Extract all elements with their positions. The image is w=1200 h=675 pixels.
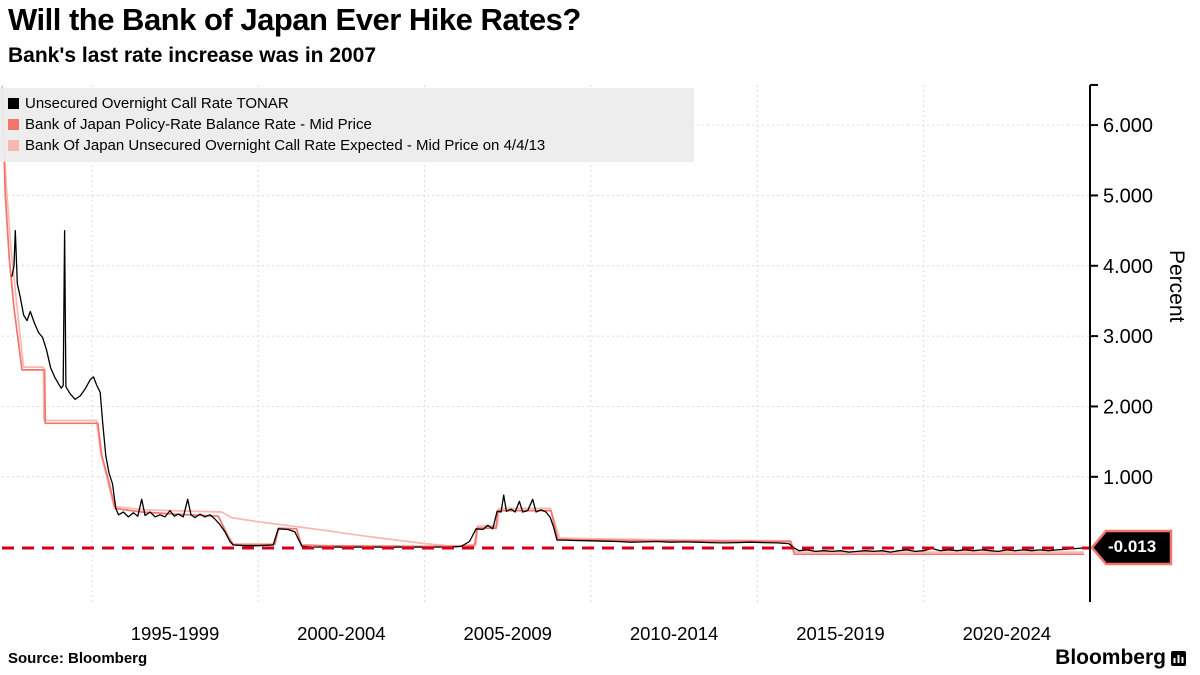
page-title: Will the Bank of Japan Ever Hike Rates? bbox=[8, 2, 581, 37]
svg-text:2000-2004: 2000-2004 bbox=[297, 623, 385, 644]
legend-label-expected-rate: Bank Of Japan Unsecured Overnight Call R… bbox=[25, 137, 546, 154]
legend-label-tonar: Unsecured Overnight Call Rate TONAR bbox=[25, 95, 289, 112]
last-value-badge: -0.013 bbox=[1090, 528, 1173, 567]
y-axis-title: Percent bbox=[1165, 250, 1188, 323]
badge-shape bbox=[1090, 529, 1173, 566]
bloomberg-logo: Bloomberg bbox=[1055, 646, 1186, 670]
legend-swatch-policy-rate bbox=[8, 119, 19, 130]
svg-text:2015-2019: 2015-2019 bbox=[796, 623, 884, 644]
svg-text:6.000: 6.000 bbox=[1103, 115, 1153, 137]
bloomberg-wordmark: Bloomberg bbox=[1055, 646, 1166, 669]
svg-text:2020-2024: 2020-2024 bbox=[963, 623, 1051, 644]
page-subtitle: Bank's last rate increase was in 2007 bbox=[8, 44, 377, 67]
svg-text:2010-2014: 2010-2014 bbox=[630, 623, 718, 644]
legend-swatch-tonar bbox=[8, 98, 19, 109]
badge-pointer-shape bbox=[1090, 529, 1173, 566]
legend-swatch-expected-rate bbox=[8, 140, 19, 151]
svg-text:2005-2009: 2005-2009 bbox=[463, 623, 551, 644]
svg-text:2.000: 2.000 bbox=[1103, 396, 1153, 418]
legend-item-expected-rate: Bank Of Japan Unsecured Overnight Call R… bbox=[8, 135, 686, 156]
legend-label-policy-rate: Bank of Japan Policy-Rate Balance Rate -… bbox=[25, 116, 372, 133]
last-value-text: -0.013 bbox=[1108, 537, 1157, 556]
legend-item-tonar: Unsecured Overnight Call Rate TONAR bbox=[8, 93, 686, 114]
svg-text:1.000: 1.000 bbox=[1103, 467, 1153, 489]
svg-text:1995-1999: 1995-1999 bbox=[131, 623, 219, 644]
legend: Unsecured Overnight Call Rate TONAR Bank… bbox=[0, 88, 694, 162]
svg-text:5.000: 5.000 bbox=[1103, 185, 1153, 207]
bloomberg-bars-icon bbox=[1171, 650, 1186, 666]
svg-text:4.000: 4.000 bbox=[1103, 256, 1153, 278]
svg-text:3.000: 3.000 bbox=[1103, 326, 1153, 348]
source-label: Source: Bloomberg bbox=[8, 650, 148, 667]
legend-item-policy-rate: Bank of Japan Policy-Rate Balance Rate -… bbox=[8, 114, 686, 135]
